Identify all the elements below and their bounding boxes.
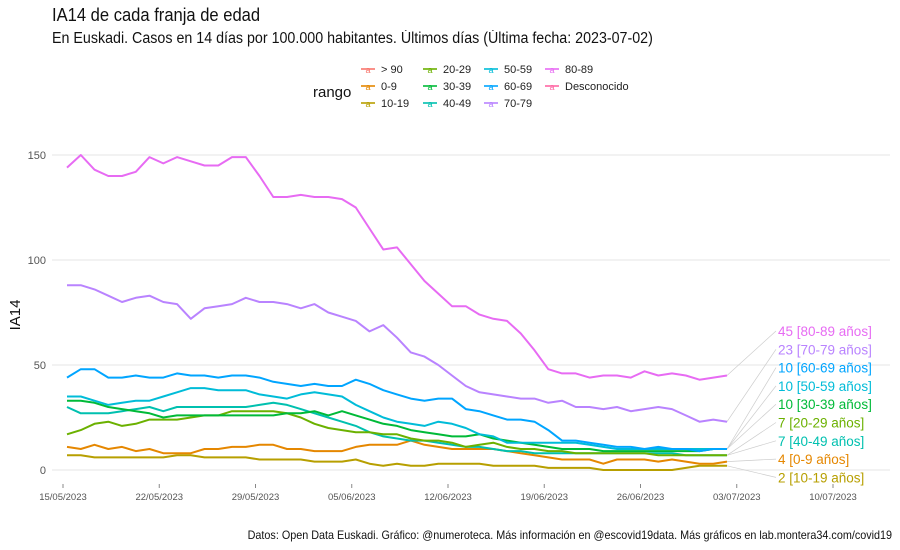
legend-item[interactable]: a 40-49 bbox=[423, 98, 471, 110]
legend-label: Desconocido bbox=[565, 81, 629, 93]
legend-label: 80-89 bbox=[565, 64, 593, 76]
legend-item[interactable]: a Desconocido bbox=[545, 81, 629, 93]
legend-item[interactable]: a 50-59 bbox=[484, 64, 532, 76]
x-tick-label: 22/05/2023 bbox=[135, 492, 183, 503]
legend-item[interactable]: a 70-79 bbox=[484, 98, 532, 110]
series-line-30-39 bbox=[67, 399, 727, 453]
legend-label: 70-79 bbox=[504, 98, 532, 110]
legend-item[interactable]: a > 90 bbox=[361, 64, 403, 76]
legend-item[interactable]: a 10-19 bbox=[361, 98, 409, 110]
source-caption: Datos: Open Data Euskadi. Gráfico: @nume… bbox=[247, 528, 892, 542]
legend-key-glyph: a bbox=[488, 82, 493, 92]
end-label: 4 [0-9 años] bbox=[778, 452, 849, 467]
legend-key-glyph: a bbox=[365, 65, 370, 75]
label-leader-lines bbox=[726, 330, 777, 478]
legend-label: 30-39 bbox=[443, 81, 471, 93]
leader-line bbox=[726, 440, 777, 456]
x-tick-label: 26/06/2023 bbox=[617, 492, 665, 503]
legend: rango a > 90 a 0-9 a 10-19 a 20-29 a 30-39 a 40-49 a 5… bbox=[313, 64, 629, 110]
end-label: 10 [30-39 años] bbox=[778, 397, 872, 412]
legend-item[interactable]: a 20-29 bbox=[423, 64, 471, 76]
y-tick-label: 0 bbox=[40, 465, 46, 477]
x-tick-label: 19/06/2023 bbox=[520, 492, 568, 503]
legend-label: 0-9 bbox=[381, 81, 397, 93]
grid-lines bbox=[52, 154, 890, 471]
x-tick-label: 29/05/2023 bbox=[232, 492, 280, 503]
legend-label: 10-19 bbox=[381, 98, 409, 110]
legend-label: 50-59 bbox=[504, 64, 532, 76]
legend-key-glyph: a bbox=[488, 99, 493, 109]
end-label: 23 [70-79 años] bbox=[778, 342, 872, 357]
leader-line bbox=[726, 349, 777, 422]
legend-key-glyph: a bbox=[549, 82, 554, 92]
leader-line bbox=[726, 458, 777, 462]
legend-key-glyph: a bbox=[365, 99, 370, 109]
end-label: 45 [80-89 años] bbox=[778, 324, 872, 339]
leader-line bbox=[726, 385, 777, 450]
leader-line bbox=[726, 403, 777, 450]
legend-item[interactable]: a 0-9 bbox=[361, 81, 397, 93]
x-tick-label: 12/06/2023 bbox=[424, 492, 472, 503]
legend-key-glyph: a bbox=[427, 82, 432, 92]
series-line-0-9 bbox=[66, 439, 728, 465]
end-label: 2 [10-19 años] bbox=[778, 470, 864, 485]
x-axis-ticks: 15/05/2023 22/05/2023 29/05/2023 05/06/2023… bbox=[39, 484, 857, 503]
series-line-70-79 bbox=[67, 284, 728, 423]
leader-line bbox=[726, 422, 777, 456]
legend-key-glyph: a bbox=[488, 65, 493, 75]
y-tick-label: 50 bbox=[34, 360, 46, 372]
legend-key-glyph: a bbox=[427, 99, 432, 109]
leader-line bbox=[726, 330, 777, 376]
end-labels: 45 [80-89 años] 23 [70-79 años] 10 [60-69 … bbox=[778, 324, 872, 485]
series-line-20-29 bbox=[66, 410, 727, 457]
legend-label: 20-29 bbox=[443, 64, 471, 76]
end-label: 10 [60-69 años] bbox=[778, 361, 872, 376]
legend-label: > 90 bbox=[381, 64, 403, 76]
x-tick-label: 10/07/2023 bbox=[809, 492, 857, 503]
leader-line bbox=[726, 367, 777, 450]
legend-item[interactable]: a 80-89 bbox=[545, 64, 593, 76]
legend-item[interactable]: a 60-69 bbox=[484, 81, 532, 93]
legend-key-glyph: a bbox=[365, 82, 370, 92]
series-line-60-69 bbox=[66, 368, 727, 453]
series-line-80-89 bbox=[66, 154, 728, 381]
series-line-50-59 bbox=[67, 387, 727, 450]
y-tick-label: 100 bbox=[28, 255, 46, 267]
y-tick-label: 150 bbox=[28, 150, 46, 162]
y-axis-title: IA14 bbox=[7, 300, 24, 331]
leader-line bbox=[726, 465, 777, 478]
legend-title: rango bbox=[313, 84, 351, 101]
chart-title: IA14 de cada franja de edad bbox=[52, 5, 261, 25]
end-label: 7 [20-29 años] bbox=[778, 416, 864, 431]
legend-key-glyph: a bbox=[549, 65, 554, 75]
x-tick-label: 05/06/2023 bbox=[328, 492, 376, 503]
x-tick-label: 15/05/2023 bbox=[39, 492, 87, 503]
chart-subtitle: En Euskadi. Casos en 14 días por 100.000… bbox=[52, 30, 653, 47]
series-line-10-19 bbox=[67, 454, 727, 471]
x-tick-label: 03/07/2023 bbox=[713, 492, 761, 503]
legend-label: 40-49 bbox=[443, 98, 471, 110]
y-axis-ticks: 0 50 100 150 bbox=[28, 150, 46, 477]
legend-item[interactable]: a 30-39 bbox=[423, 81, 471, 93]
end-label: 10 [50-59 años] bbox=[778, 379, 872, 394]
legend-key-glyph: a bbox=[427, 65, 432, 75]
end-label: 7 [40-49 años] bbox=[778, 434, 864, 449]
legend-label: 60-69 bbox=[504, 81, 532, 93]
series-lines bbox=[66, 154, 728, 471]
